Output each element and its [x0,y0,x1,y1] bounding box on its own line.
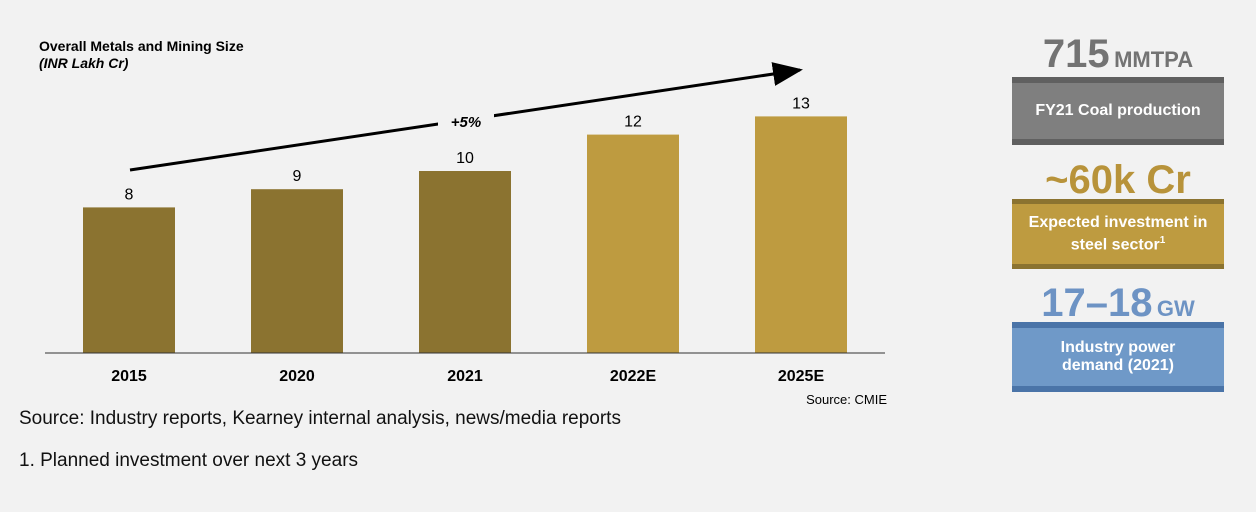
stat-coal-value: 715 MMTPA [1042,32,1194,76]
stat-steel-value: ~60k Cr [1045,158,1191,202]
data-label: 12 [624,114,642,131]
footer-note: 1. Planned investment over next 3 years [19,450,359,471]
stat-power-value: 17–18 GW [1041,281,1195,325]
bar-2022E [587,134,679,353]
bar-2021 [419,171,511,353]
bar-chart: +5% 8 2015 9 2020 10 2021 12 2022E 13 2025E Sourc… [45,62,887,407]
x-tick-label: 2022E [610,368,657,385]
data-label: 10 [456,150,474,167]
chart-source: Source: CMIE [806,392,887,407]
x-tick-label: 2025E [778,368,825,385]
x-tick-label: 2015 [111,368,147,385]
x-tick-label: 2020 [279,368,315,385]
annotation-bg [438,108,494,132]
footer-source: Source: Industry reports, Kearney intern… [19,408,621,429]
bar-2015 [83,207,175,353]
bar-2020 [251,189,343,353]
chart-subtitle: (INR Lakh Cr) [39,55,129,71]
stat-coal-label: FY21 Coal production [1012,77,1224,145]
cagr-label: +5% [451,114,481,131]
data-label: 13 [792,95,810,112]
stat-power-label: Industry power demand (2021) [1012,322,1224,392]
bar-2025E [755,116,847,354]
data-label: 9 [293,168,302,185]
chart-title: Overall Metals and Mining Size [39,38,244,54]
stat-steel-label: Expected investment in steel sector1 [1012,199,1224,269]
x-tick-label: 2021 [447,368,483,385]
data-label: 8 [125,186,134,203]
